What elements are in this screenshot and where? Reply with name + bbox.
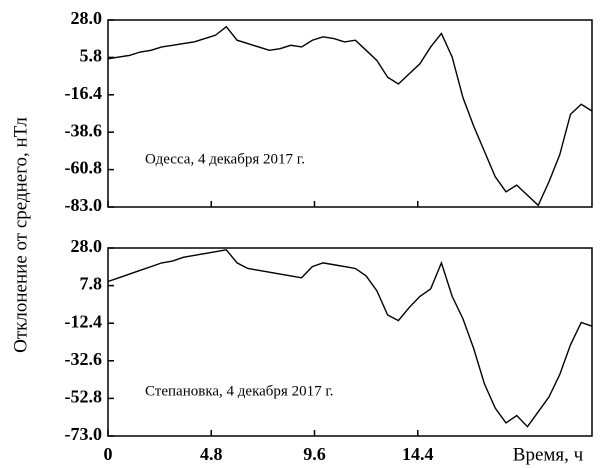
x-tick-label: 0 [104,444,113,464]
x-tick-label: 4.8 [200,444,223,464]
x-tick-label: 9.6 [303,444,326,464]
y-tick-label: -38.6 [65,120,103,140]
y-tick-label: -83.0 [65,195,103,215]
y-tick-label: 28.0 [71,8,103,28]
y-tick-label: -32.6 [65,349,103,369]
data-line [107,249,593,428]
y-tick-label: 7.8 [80,274,103,294]
x-axis-label: Время, ч [513,444,584,465]
y-axis-label: Отклонение от среднего, нТл [10,117,31,353]
y-tick-label: 28.0 [71,236,103,256]
y-tick-label: -60.8 [65,158,103,178]
annotation: Одесса, 4 декабря 2017 г. [145,151,305,167]
annotation: Степановка, 4 декабря 2017 г. [145,383,334,399]
y-tick-label: -52.8 [65,387,103,407]
data-line [107,25,593,207]
y-tick-label: -12.4 [65,311,103,331]
y-tick-label: 5.8 [80,46,103,66]
x-tick-label: 14.4 [402,444,434,464]
y-tick-label: -16.4 [65,83,103,103]
y-tick-label: -73.0 [65,424,103,444]
plot-frame [107,19,593,208]
plot-frame [107,247,593,437]
